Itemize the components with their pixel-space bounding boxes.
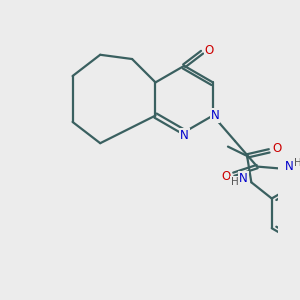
Text: O: O [221,170,231,183]
Text: N: N [239,172,248,184]
Text: N: N [180,129,189,142]
Text: N: N [285,160,294,173]
Text: O: O [272,142,281,155]
Text: N: N [211,109,219,122]
Text: H: H [294,158,300,168]
Text: H: H [231,177,239,187]
Text: O: O [205,44,214,57]
